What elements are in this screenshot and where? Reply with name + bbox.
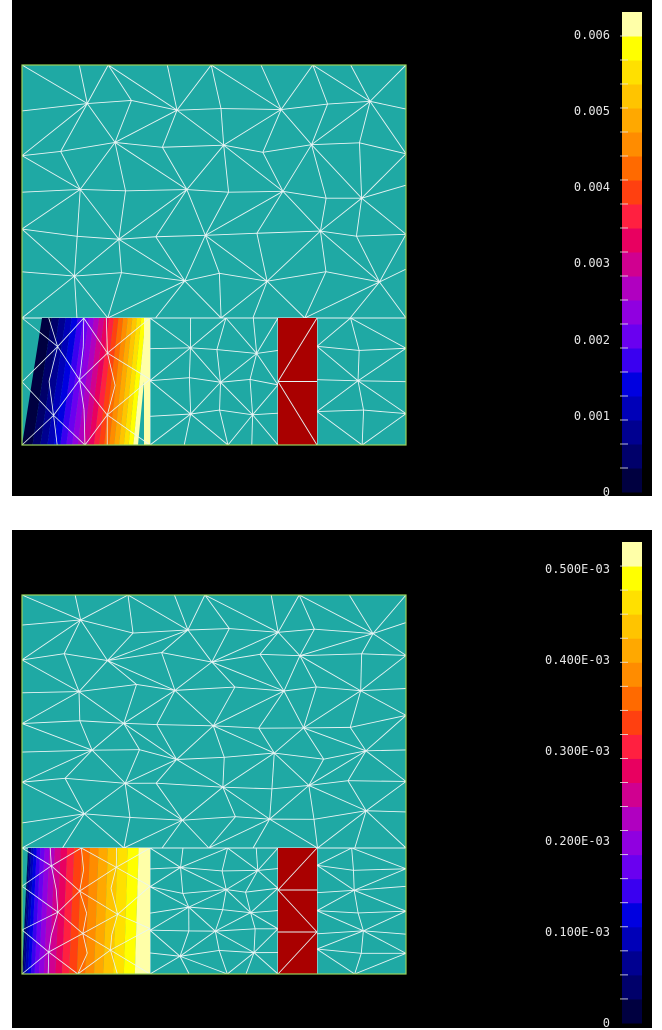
scale-label: 0.400E-03 — [490, 653, 610, 667]
colorbar-segment — [622, 831, 642, 856]
colorbar-segment — [622, 807, 642, 832]
colorbar-segment — [622, 396, 642, 421]
colorbar-segment — [622, 903, 642, 928]
colorbar-segment — [622, 420, 642, 445]
contour-band — [144, 848, 150, 974]
colorbar-segment — [622, 614, 642, 639]
scale-label: 0.002 — [490, 333, 610, 347]
mesh-edge — [222, 870, 258, 871]
scale-label: 0.005 — [490, 104, 610, 118]
colorbar-segment — [622, 734, 642, 759]
scale-label: 0.004 — [490, 180, 610, 194]
colorbar-segment — [622, 468, 642, 493]
colorbar-segment — [622, 542, 642, 567]
contour-plot-top: 0.006 0.005 0.004 0.003 0.002 0.001 0 — [12, 0, 652, 496]
mesh-edge — [48, 952, 49, 974]
colorbar-segment — [622, 855, 642, 880]
colorbar-segment — [622, 975, 642, 1000]
scale-label: 0 — [490, 485, 610, 499]
scale-label: 0.200E-03 — [490, 834, 610, 848]
colorbar-segment — [622, 132, 642, 157]
colorbar-segment — [622, 60, 642, 85]
colorbar-segment — [622, 590, 642, 615]
colorbar-segment — [622, 276, 642, 301]
scale-label: 0.003 — [490, 256, 610, 270]
colorbar-segment — [622, 372, 642, 397]
colorbar-segment — [622, 348, 642, 373]
colorbar-segment — [622, 252, 642, 277]
contour-plot-bottom: 0.500E-03 0.400E-03 0.300E-03 0.200E-03 … — [12, 530, 652, 1028]
colorbar-segment — [622, 999, 642, 1024]
colorbar-segment — [622, 36, 642, 61]
mesh-edge — [304, 727, 351, 728]
colorbar-segment — [622, 444, 642, 469]
colorbar-segment — [622, 204, 642, 229]
scale-label: 0.006 — [490, 28, 610, 42]
colorbar-segment — [622, 951, 642, 976]
colorbar-segment — [622, 324, 642, 349]
colorbar-segment — [622, 710, 642, 735]
colorbar-segment — [622, 686, 642, 711]
scale-label: 0.001 — [490, 409, 610, 423]
colorbar-segment — [622, 783, 642, 808]
mesh-edge — [92, 750, 139, 751]
scale-label: 0.100E-03 — [490, 925, 610, 939]
colorbar-segment — [622, 228, 642, 253]
colorbar-segment — [622, 84, 642, 109]
colorbar-segment — [622, 662, 642, 687]
colorbar-segment — [622, 758, 642, 783]
colorbar-segment — [622, 566, 642, 591]
colorbar-segment — [622, 180, 642, 205]
mesh-plot-bottom — [12, 530, 652, 1028]
colorbar-segment — [622, 156, 642, 181]
colorbar-segment — [622, 108, 642, 133]
scale-label: 0.300E-03 — [490, 744, 610, 758]
scale-label: 0.500E-03 — [490, 562, 610, 576]
colorbar-segment — [622, 300, 642, 325]
colorbar-segment — [622, 12, 642, 37]
colorbar-segment — [622, 879, 642, 904]
colorbar-segment — [622, 638, 642, 663]
colorbar-segment — [622, 927, 642, 952]
